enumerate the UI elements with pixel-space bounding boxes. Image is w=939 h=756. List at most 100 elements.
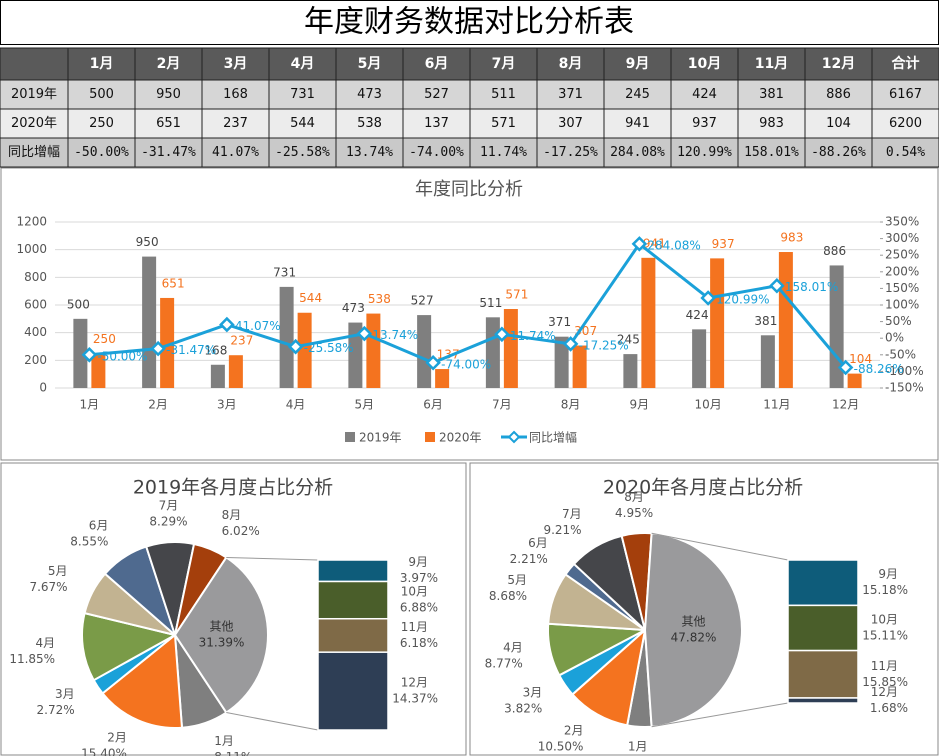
- table-cell: [737, 108, 806, 139]
- x-tick-label: 9月: [630, 398, 650, 412]
- pie-label: 1.68%: [870, 701, 908, 715]
- table-value: 同比增幅: [8, 145, 60, 160]
- table-cell: [737, 137, 806, 168]
- table-cell: [670, 137, 739, 168]
- x-tick-label: 4月: [286, 398, 306, 412]
- legend-swatch: [425, 432, 435, 442]
- pie-category: 9月: [878, 567, 898, 581]
- bar: [692, 329, 707, 388]
- pie-label: 7.67%: [29, 580, 67, 594]
- secondary-bar: [787, 604, 859, 652]
- pie-label: 8.29%: [149, 515, 187, 529]
- data-label: 538: [368, 292, 391, 306]
- pie-category: 2月: [107, 731, 127, 745]
- title-box: [0, 0, 939, 45]
- table-value: 886: [826, 87, 851, 102]
- table-value: 424: [692, 87, 717, 102]
- pie-category: 6月: [528, 536, 548, 550]
- data-label: 500: [67, 297, 90, 311]
- pie-category: 12月: [871, 685, 898, 699]
- pie-category: 8月: [222, 508, 242, 522]
- pie-label: 15.11%: [862, 628, 908, 642]
- pie-label: 15.85%: [862, 675, 908, 689]
- table-value: 473: [357, 87, 382, 102]
- table-cell: [804, 137, 873, 168]
- pie-label: 4.95%: [615, 506, 653, 520]
- connector: [651, 702, 789, 728]
- pie-label: 3.97%: [400, 571, 438, 585]
- bar: [228, 355, 243, 388]
- table-cell: [603, 47, 672, 81]
- table-cell: [536, 79, 605, 110]
- table-cell: [871, 47, 939, 81]
- y2-tick-label: 150%: [885, 281, 919, 295]
- table-value: 538: [357, 116, 382, 131]
- y2-tick-label: -100%: [885, 364, 924, 378]
- table-cell: [0, 47, 69, 81]
- table-value: 250: [89, 116, 114, 131]
- table-value: 158.01%: [744, 145, 799, 160]
- pie-label: 11.85%: [9, 652, 55, 666]
- bar: [485, 317, 500, 388]
- secondary-bar: [787, 649, 859, 699]
- table-cell: [402, 137, 471, 168]
- y-tick-label: 0: [39, 381, 47, 395]
- y-tick-label: 400: [24, 325, 47, 339]
- legend-label: 同比增幅: [529, 430, 577, 445]
- table-cell: [603, 137, 672, 168]
- column-header: 7月: [492, 56, 516, 72]
- data-label: 104: [849, 352, 872, 366]
- bar: [73, 318, 88, 388]
- table-cell: [670, 79, 739, 110]
- secondary-bar: [317, 580, 389, 620]
- y-tick-label: 1200: [16, 215, 47, 229]
- chart-title: 2019年各月度占比分析: [133, 477, 333, 499]
- legend-swatch: [345, 432, 355, 442]
- column-header: 合计: [892, 55, 920, 72]
- table-cell: [871, 137, 939, 168]
- pie-label: 31.39%: [199, 636, 245, 650]
- x-tick-label: 8月: [561, 398, 581, 412]
- data-label: 245: [617, 333, 640, 347]
- x-tick-label: 6月: [423, 398, 443, 412]
- data-label: 473: [342, 301, 365, 315]
- data-label: 424: [686, 308, 709, 322]
- table-value: 371: [558, 87, 583, 102]
- table-cell: [536, 108, 605, 139]
- data-label: 571: [505, 288, 528, 302]
- table-value: 168: [223, 87, 248, 102]
- data-label: -31.47%: [166, 343, 216, 357]
- x-tick-label: 1月: [80, 398, 100, 412]
- data-label: 651: [162, 276, 185, 290]
- data-label: -88.26%: [854, 362, 904, 376]
- data-label: 371: [548, 315, 571, 329]
- y2-tick-label: 250%: [885, 248, 919, 262]
- y2-tick-label: -50%: [885, 347, 916, 361]
- secondary-bar: [317, 617, 389, 653]
- bar: [829, 265, 844, 388]
- bar: [554, 336, 569, 388]
- table-cell: [134, 79, 203, 110]
- data-label: 937: [712, 237, 735, 251]
- column-header: 11月: [755, 56, 788, 72]
- table-value: -25.58%: [275, 145, 330, 160]
- table-cell: [536, 137, 605, 168]
- column-header: 12月: [822, 56, 855, 72]
- table-cell: [335, 137, 404, 168]
- column-header: 3月: [224, 56, 248, 72]
- pie-category: 6月: [89, 518, 109, 532]
- secondary-bar: [787, 697, 859, 704]
- table-value: 381: [759, 87, 784, 102]
- table-cell: [335, 47, 404, 81]
- x-tick-label: 5月: [355, 398, 375, 412]
- legend-swatch: [507, 430, 521, 444]
- pie-label: 15.40%: [81, 747, 127, 756]
- y-tick-label: 600: [24, 298, 47, 312]
- data-label: 250: [93, 332, 116, 346]
- bar: [210, 364, 225, 388]
- table-value: 2019年: [11, 87, 57, 102]
- y-tick-label: 200: [24, 353, 47, 367]
- bar: [91, 353, 106, 388]
- y2-tick-label: 200%: [885, 264, 919, 278]
